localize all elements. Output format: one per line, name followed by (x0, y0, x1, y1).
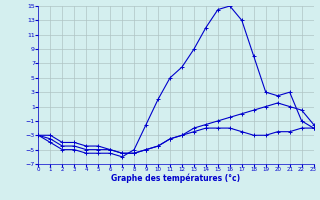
X-axis label: Graphe des températures (°c): Graphe des températures (°c) (111, 174, 241, 183)
